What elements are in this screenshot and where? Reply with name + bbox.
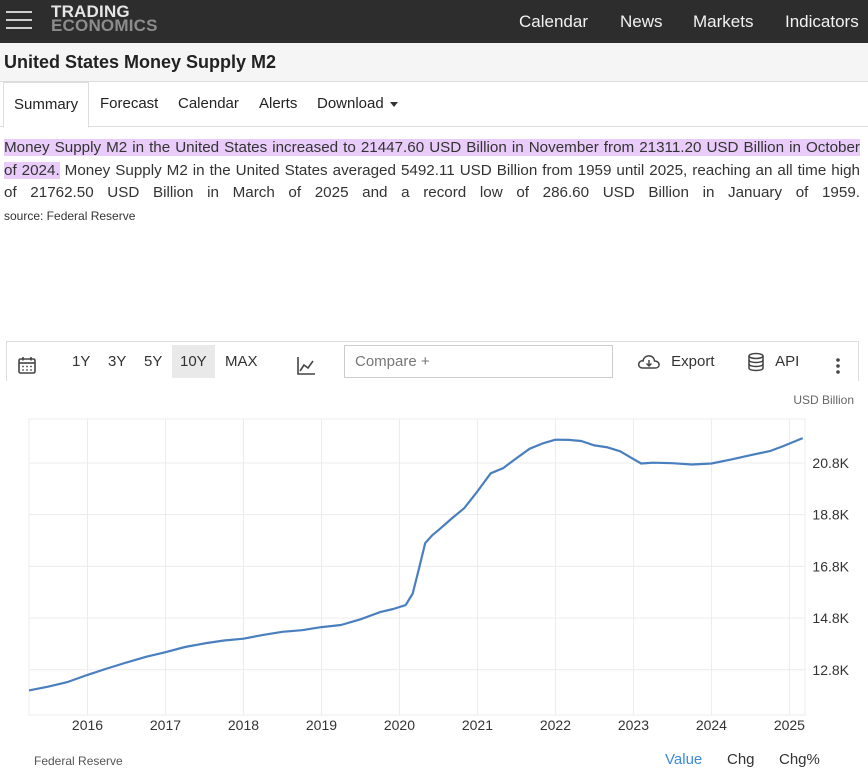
- x-tick-label: 2018: [228, 717, 259, 733]
- download-cloud-icon: [637, 355, 660, 369]
- more-vertical-icon[interactable]: [833, 352, 843, 374]
- nav-calendar[interactable]: Calendar: [519, 12, 588, 31]
- x-tick-label: 2024: [696, 717, 727, 733]
- title-bar: United States Money Supply M2: [0, 43, 868, 82]
- source-note: source: Federal Reserve: [4, 209, 136, 223]
- x-tick-label: 2016: [72, 717, 103, 733]
- line-chart-icon[interactable]: [296, 352, 316, 375]
- tab-download-label: Download: [317, 95, 384, 112]
- summary-text: Money Supply M2 in the United States inc…: [4, 137, 860, 205]
- nav-news[interactable]: News: [620, 12, 663, 31]
- page-title: United States Money Supply M2: [4, 52, 277, 72]
- chart-toolbar: 1Y 3Y 5Y 10Y MAX Export API: [6, 341, 859, 381]
- tab-alerts[interactable]: Alerts: [259, 95, 298, 112]
- x-tick-label: 2017: [150, 717, 181, 733]
- range-max[interactable]: MAX: [225, 353, 258, 370]
- x-tick-label: 2019: [306, 717, 337, 733]
- logo-line1: TRADING: [51, 2, 130, 21]
- range-3y[interactable]: 3Y: [108, 353, 127, 370]
- y-tick-label: 20.8K: [812, 455, 849, 471]
- series-line: [28, 437, 804, 692]
- range-5y[interactable]: 5Y: [144, 353, 163, 370]
- compare-input[interactable]: [344, 345, 613, 378]
- site-logo[interactable]: TRADING ECONOMICS: [51, 2, 158, 35]
- api-label: API: [775, 353, 800, 370]
- unit-label: USD Billion: [793, 393, 854, 407]
- tab-forecast[interactable]: Forecast: [100, 95, 159, 112]
- summary-rest: Money Supply M2 in the United States ave…: [4, 161, 860, 202]
- x-tick-label: 2021: [462, 717, 493, 733]
- x-tick-label: 2025: [774, 717, 805, 733]
- x-tick-label: 2022: [540, 717, 571, 733]
- tab-calendar[interactable]: Calendar: [178, 95, 239, 112]
- x-tick-label: 2023: [618, 717, 649, 733]
- tab-bar: Summary Forecast Calendar Alerts Downloa…: [0, 82, 868, 128]
- range-1y[interactable]: 1Y: [72, 353, 91, 370]
- caret-down-icon: [389, 101, 398, 107]
- tab-download[interactable]: Download: [317, 82, 398, 127]
- nav-markets[interactable]: Markets: [693, 12, 754, 31]
- y-tick-label: 12.8K: [812, 662, 849, 678]
- y-tick-label: 14.8K: [812, 610, 849, 626]
- database-icon: [748, 352, 764, 372]
- api-button[interactable]: API: [747, 342, 799, 381]
- calendar-icon[interactable]: [17, 351, 37, 374]
- y-tick-label: 18.8K: [812, 507, 849, 523]
- export-label: Export: [671, 353, 715, 370]
- range-10y[interactable]: 10Y: [172, 345, 215, 378]
- tab-chg-pct[interactable]: Chg%: [779, 751, 820, 768]
- menu-icon[interactable]: [6, 9, 32, 31]
- export-button[interactable]: Export: [637, 342, 715, 381]
- chart-source: Federal Reserve: [34, 754, 123, 768]
- tab-summary[interactable]: Summary: [3, 82, 90, 128]
- logo-line2: ECONOMICS: [51, 16, 158, 35]
- y-tick-label: 16.8K: [812, 558, 849, 574]
- tab-value[interactable]: Value: [665, 751, 703, 768]
- tab-chg[interactable]: Chg: [727, 751, 755, 768]
- top-nav-bar: TRADING ECONOMICS Calendar News Markets …: [0, 0, 868, 43]
- x-tick-label: 2020: [384, 717, 415, 733]
- plot-frame: [28, 418, 806, 716]
- nav-indicators[interactable]: Indicators: [785, 12, 859, 31]
